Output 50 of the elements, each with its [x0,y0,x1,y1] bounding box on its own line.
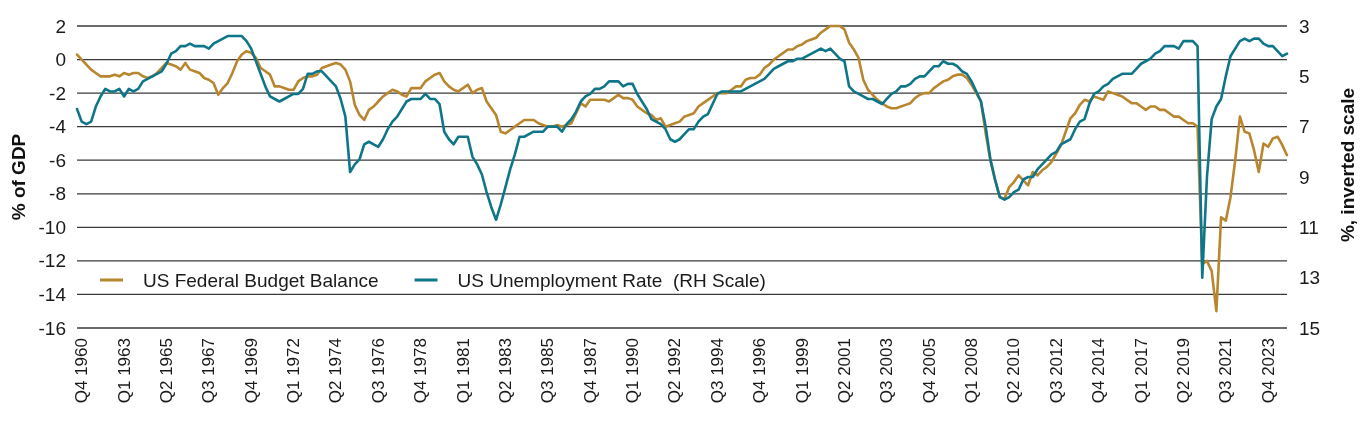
y-tick-label: -10 [38,216,66,238]
y-tick-label: -14 [38,283,67,305]
x-tick-label: Q2 1983 [495,338,515,404]
y-tick-label: -16 [38,317,66,339]
y-axis-title: % of GDP [7,133,29,221]
x-tick-label: Q4 1969 [241,338,261,404]
y2-tick-label: 15 [1299,317,1321,339]
x-tick-label: Q3 1994 [707,338,727,404]
x-tick-label: Q2 2001 [834,338,854,404]
y-tick-label: 0 [55,49,66,71]
x-tick-label: Q4 2005 [919,338,939,404]
x-tick-label: Q1 2017 [1131,338,1151,404]
x-tick-label: Q2 2010 [1004,338,1024,404]
x-tick-label: Q4 1996 [750,338,770,404]
y2-tick-label: 9 [1299,166,1310,188]
y-tick-label: -2 [49,82,66,104]
x-tick-label: Q4 1987 [580,338,600,404]
x-tick-label: Q2 2019 [1173,338,1193,404]
x-tick-label: Q4 1960 [72,338,92,404]
x-tick-label: Q3 1976 [368,338,388,404]
legend-label: US Unemployment Rate (RH Scale) [457,269,766,291]
x-tick-label: Q2 1992 [665,338,685,404]
x-tick-label: Q4 1978 [411,338,431,404]
x-tick-label: Q1 1972 [284,338,304,404]
y2-tick-label: 11 [1299,216,1319,238]
y2-tick-label: 13 [1299,267,1321,289]
y2-tick-label: 3 [1299,15,1310,37]
x-tick-label: Q1 1963 [114,338,134,404]
y2-tick-label: 5 [1299,65,1310,87]
x-tick-label: Q2 1965 [156,338,176,404]
x-tick-label: Q1 2008 [962,338,982,404]
x-tick-label: Q3 1967 [199,338,219,404]
x-tick-label: Q3 1985 [538,338,558,404]
y2-tick-label: 7 [1299,116,1310,138]
x-tick-label: Q1 1990 [623,338,643,404]
x-tick-label: Q1 1999 [792,338,812,404]
y-tick-label: 2 [55,15,66,37]
x-tick-label: Q4 2014 [1089,338,1109,404]
y-tick-label: -4 [49,116,67,138]
x-tick-label: Q4 2023 [1258,338,1278,404]
x-tick-label: Q1 1981 [453,338,473,404]
x-tick-label: Q3 2012 [1046,338,1066,404]
y2-axis-title: %, inverted scale [1336,87,1358,243]
y-tick-label: -8 [49,183,66,205]
x-tick-label: Q3 2003 [877,338,897,404]
x-tick-label: Q2 1974 [326,338,346,404]
y-tick-label: -12 [38,250,66,272]
legend-label: US Federal Budget Balance [143,269,379,291]
y-tick-label: -6 [49,149,66,171]
x-tick-label: Q3 2021 [1216,338,1236,404]
